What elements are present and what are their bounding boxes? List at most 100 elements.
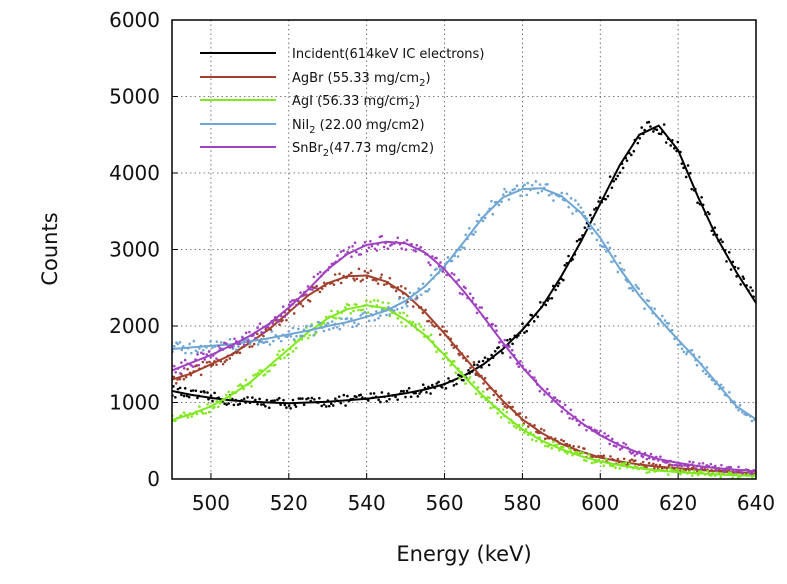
- data-point: [338, 327, 342, 331]
- y-axis-label: Counts: [38, 212, 62, 285]
- data-point: [252, 374, 255, 377]
- data-point: [318, 290, 322, 294]
- data-point: [318, 321, 322, 325]
- data-point: [336, 254, 339, 257]
- data-point: [680, 464, 683, 468]
- data-point: [217, 344, 220, 348]
- data-point: [332, 326, 335, 330]
- data-point: [585, 428, 588, 432]
- data-point: [421, 383, 425, 386]
- data-point: [452, 360, 456, 363]
- data-point: [445, 330, 449, 333]
- data-point: [721, 386, 725, 389]
- data-point: [199, 390, 203, 394]
- data-point: [627, 286, 631, 290]
- data-point: [359, 314, 363, 317]
- data-point: [499, 415, 503, 419]
- data-point: [485, 316, 489, 320]
- data-point: [610, 260, 613, 264]
- data-point: [252, 342, 256, 346]
- data-point: [194, 389, 198, 392]
- data-point: [405, 314, 409, 317]
- data-point: [739, 283, 742, 286]
- data-point: [407, 387, 411, 390]
- data-point: [511, 188, 514, 192]
- data-point: [530, 314, 534, 317]
- data-point: [387, 392, 390, 395]
- data-point: [264, 404, 267, 408]
- data-point: [414, 322, 417, 326]
- data-point: [254, 373, 257, 376]
- legend-label-main: AgBr (55.33 mg/cm: [292, 71, 419, 86]
- data-point: [550, 446, 554, 450]
- data-point: [271, 322, 275, 325]
- data-point: [481, 390, 485, 393]
- data-point: [377, 316, 380, 320]
- data-point: [622, 457, 626, 461]
- data-point: [285, 318, 288, 322]
- data-point: [281, 318, 284, 322]
- data-point: [645, 457, 649, 461]
- data-point: [507, 421, 511, 424]
- data-point: [743, 412, 746, 416]
- data-point: [185, 394, 189, 398]
- data-point: [172, 364, 176, 368]
- data-point: [315, 286, 318, 290]
- data-point: [581, 210, 585, 214]
- data-point: [201, 412, 205, 415]
- x-tick-label: 580: [503, 491, 541, 515]
- data-point: [386, 247, 390, 251]
- data-point: [474, 230, 477, 234]
- x-tick-label: 540: [348, 491, 386, 515]
- data-point: [556, 284, 560, 288]
- data-point: [622, 441, 625, 445]
- data-point: [251, 396, 254, 399]
- data-point: [250, 345, 254, 348]
- data-point: [656, 322, 660, 326]
- data-point: [379, 400, 382, 404]
- data-point: [545, 387, 549, 391]
- legend-label: AgBr (55.33 mg/cm2): [292, 71, 431, 89]
- data-point: [377, 398, 380, 402]
- data-point: [688, 460, 691, 463]
- legend-label: Incident(614keV IC electrons): [292, 47, 484, 62]
- data-point: [211, 346, 214, 349]
- data-point: [191, 365, 195, 369]
- data-point: [571, 212, 574, 215]
- data-point: [618, 171, 622, 174]
- data-point: [478, 306, 481, 309]
- data-point: [172, 375, 176, 379]
- legend-item: AgBr (55.33 mg/cm2): [200, 71, 431, 89]
- data-point: [279, 357, 282, 361]
- data-point: [178, 377, 182, 381]
- data-point: [464, 382, 467, 385]
- data-point: [248, 342, 252, 346]
- data-point: [540, 189, 544, 193]
- data-point: [532, 320, 536, 323]
- data-point: [475, 219, 479, 223]
- data-point: [634, 283, 638, 287]
- data-point: [351, 325, 354, 329]
- data-point: [517, 365, 521, 368]
- data-point: [282, 398, 285, 402]
- data-point: [628, 450, 632, 453]
- data-point: [522, 431, 526, 435]
- data-point: [429, 392, 432, 395]
- data-point: [598, 196, 602, 200]
- data-point: [577, 445, 581, 449]
- data-point: [691, 460, 695, 464]
- legend-label-subscript: 2: [409, 101, 415, 112]
- data-point: [723, 470, 727, 474]
- data-point: [571, 453, 574, 457]
- data-point: [272, 339, 275, 343]
- data-point: [705, 463, 709, 467]
- series-line: [172, 304, 756, 477]
- data-point: [225, 393, 228, 397]
- data-point: [495, 329, 498, 332]
- data-point: [699, 470, 703, 473]
- data-point: [431, 323, 434, 327]
- series-1: [172, 267, 756, 477]
- data-point: [538, 389, 542, 393]
- data-point: [689, 171, 692, 175]
- data-point: [581, 418, 585, 422]
